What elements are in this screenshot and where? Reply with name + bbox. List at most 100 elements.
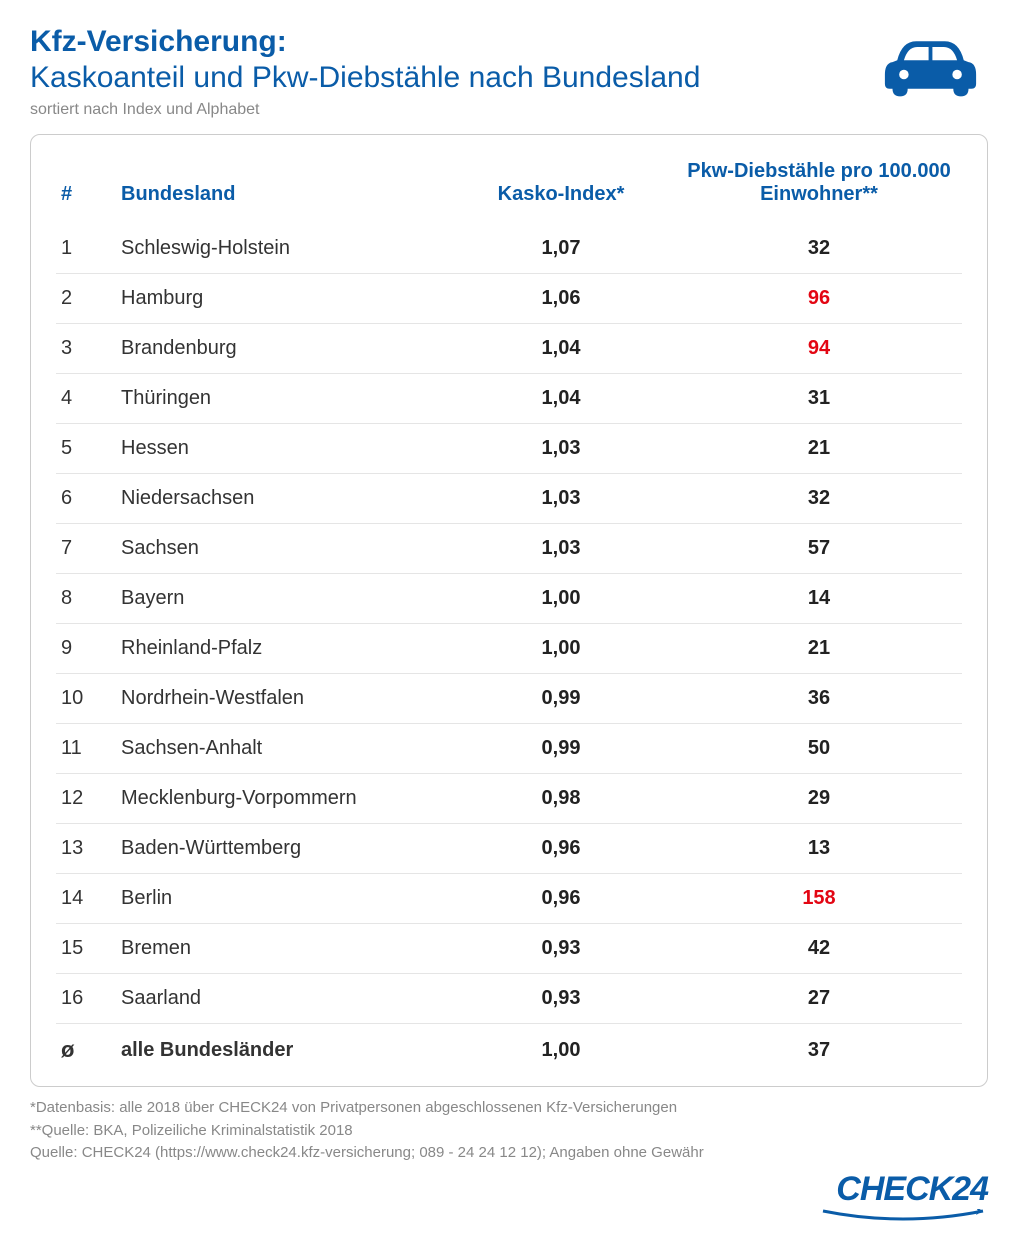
- cell-num: 9: [56, 624, 116, 674]
- cell-num: 8: [56, 574, 116, 624]
- car-icon: [883, 30, 978, 105]
- cell-state: Rheinland-Pfalz: [116, 624, 446, 674]
- page-title-rest: Kaskoanteil und Pkw-Diebstähle nach Bund…: [30, 61, 988, 95]
- cell-state: Bayern: [116, 574, 446, 624]
- cell-kasko: 1,03: [446, 474, 676, 524]
- cell-theft: 27: [676, 974, 962, 1024]
- cell-num: 7: [56, 524, 116, 574]
- cell-state: Schleswig-Holstein: [116, 224, 446, 274]
- brand-logo-text: CHECK24: [836, 1170, 988, 1209]
- table-row: 14Berlin0,96158: [56, 874, 962, 924]
- table-row: 8Bayern1,0014: [56, 574, 962, 624]
- col-header-theft: Pkw-Diebstähle pro 100.000 Einwohner**: [676, 150, 962, 224]
- cell-theft: 42: [676, 924, 962, 974]
- table-row: 2Hamburg1,0696: [56, 274, 962, 324]
- page-subtitle: sortiert nach Index und Alphabet: [30, 101, 988, 119]
- cell-theft: 31: [676, 374, 962, 424]
- cell-state: Thüringen: [116, 374, 446, 424]
- cell-theft: 32: [676, 224, 962, 274]
- cell-theft: 50: [676, 724, 962, 774]
- cell-num: ø: [56, 1024, 116, 1077]
- page-title-bold: Kfz-Versicherung:: [30, 25, 988, 59]
- table-row: 10Nordrhein-Westfalen0,9936: [56, 674, 962, 724]
- cell-state: Hamburg: [116, 274, 446, 324]
- table-row: 11Sachsen-Anhalt0,9950: [56, 724, 962, 774]
- footnote-1: *Datenbasis: alle 2018 über CHECK24 von …: [30, 1097, 988, 1120]
- cell-theft: 14: [676, 574, 962, 624]
- cell-num: 13: [56, 824, 116, 874]
- cell-num: 2: [56, 274, 116, 324]
- cell-theft: 37: [676, 1024, 962, 1077]
- cell-num: 15: [56, 924, 116, 974]
- cell-num: 12: [56, 774, 116, 824]
- col-header-kasko: Kasko-Index*: [446, 150, 676, 224]
- cell-num: 1: [56, 224, 116, 274]
- table-row: 6Niedersachsen1,0332: [56, 474, 962, 524]
- cell-state: Hessen: [116, 424, 446, 474]
- cell-theft: 21: [676, 624, 962, 674]
- table-row: 12Mecklenburg-Vorpommern0,9829: [56, 774, 962, 824]
- col-header-num: #: [56, 150, 116, 224]
- cell-kasko: 1,07: [446, 224, 676, 274]
- footnotes: *Datenbasis: alle 2018 über CHECK24 von …: [30, 1097, 988, 1165]
- cell-theft: 94: [676, 324, 962, 374]
- footnote-2: **Quelle: BKA, Polizeiliche Kriminalstat…: [30, 1120, 988, 1143]
- cell-num: 11: [56, 724, 116, 774]
- cell-kasko: 1,03: [446, 424, 676, 474]
- cell-state: Mecklenburg-Vorpommern: [116, 774, 446, 824]
- cell-theft: 13: [676, 824, 962, 874]
- cell-kasko: 1,00: [446, 574, 676, 624]
- cell-theft: 29: [676, 774, 962, 824]
- cell-theft: 57: [676, 524, 962, 574]
- cell-kasko: 1,06: [446, 274, 676, 324]
- cell-theft: 158: [676, 874, 962, 924]
- cell-num: 5: [56, 424, 116, 474]
- cell-kasko: 1,03: [446, 524, 676, 574]
- cell-num: 10: [56, 674, 116, 724]
- cell-num: 3: [56, 324, 116, 374]
- cell-kasko: 0,96: [446, 824, 676, 874]
- table-header-row: # Bundesland Kasko-Index* Pkw-Diebstähle…: [56, 150, 962, 224]
- table-row: 13Baden-Württemberg0,9613: [56, 824, 962, 874]
- cell-kasko: 1,00: [446, 624, 676, 674]
- table-row: 4Thüringen1,0431: [56, 374, 962, 424]
- header: Kfz-Versicherung: Kaskoanteil und Pkw-Di…: [30, 25, 988, 119]
- cell-kasko: 0,99: [446, 674, 676, 724]
- cell-num: 16: [56, 974, 116, 1024]
- table-row: 7Sachsen1,0357: [56, 524, 962, 574]
- cell-kasko: 0,93: [446, 924, 676, 974]
- cell-kasko: 1,00: [446, 1024, 676, 1077]
- cell-state: Nordrhein-Westfalen: [116, 674, 446, 724]
- cell-theft: 21: [676, 424, 962, 474]
- cell-theft: 36: [676, 674, 962, 724]
- data-table: # Bundesland Kasko-Index* Pkw-Diebstähle…: [56, 150, 962, 1076]
- cell-state: Niedersachsen: [116, 474, 446, 524]
- cell-theft: 96: [676, 274, 962, 324]
- cell-state: Baden-Württemberg: [116, 824, 446, 874]
- table-row: 15Bremen0,9342: [56, 924, 962, 974]
- cell-state: Sachsen: [116, 524, 446, 574]
- cell-kasko: 1,04: [446, 374, 676, 424]
- cell-state: Berlin: [116, 874, 446, 924]
- table-summary-row: øalle Bundesländer1,0037: [56, 1024, 962, 1077]
- cell-num: 6: [56, 474, 116, 524]
- cell-state: Saarland: [116, 974, 446, 1024]
- brand-logo: CHECK24: [30, 1170, 988, 1219]
- cell-kasko: 0,93: [446, 974, 676, 1024]
- cell-kasko: 0,96: [446, 874, 676, 924]
- cell-kasko: 0,98: [446, 774, 676, 824]
- cell-state: Bremen: [116, 924, 446, 974]
- cell-kasko: 1,04: [446, 324, 676, 374]
- cell-num: 14: [56, 874, 116, 924]
- table-row: 16Saarland0,9327: [56, 974, 962, 1024]
- cell-state: Brandenburg: [116, 324, 446, 374]
- cell-theft: 32: [676, 474, 962, 524]
- cell-kasko: 0,99: [446, 724, 676, 774]
- footnote-3: Quelle: CHECK24 (https://www.check24.kfz…: [30, 1142, 988, 1165]
- cell-state: Sachsen-Anhalt: [116, 724, 446, 774]
- table-row: 9Rheinland-Pfalz1,0021: [56, 624, 962, 674]
- table-row: 1Schleswig-Holstein1,0732: [56, 224, 962, 274]
- cell-state: alle Bundesländer: [116, 1024, 446, 1077]
- col-header-state: Bundesland: [116, 150, 446, 224]
- table-row: 3Brandenburg1,0494: [56, 324, 962, 374]
